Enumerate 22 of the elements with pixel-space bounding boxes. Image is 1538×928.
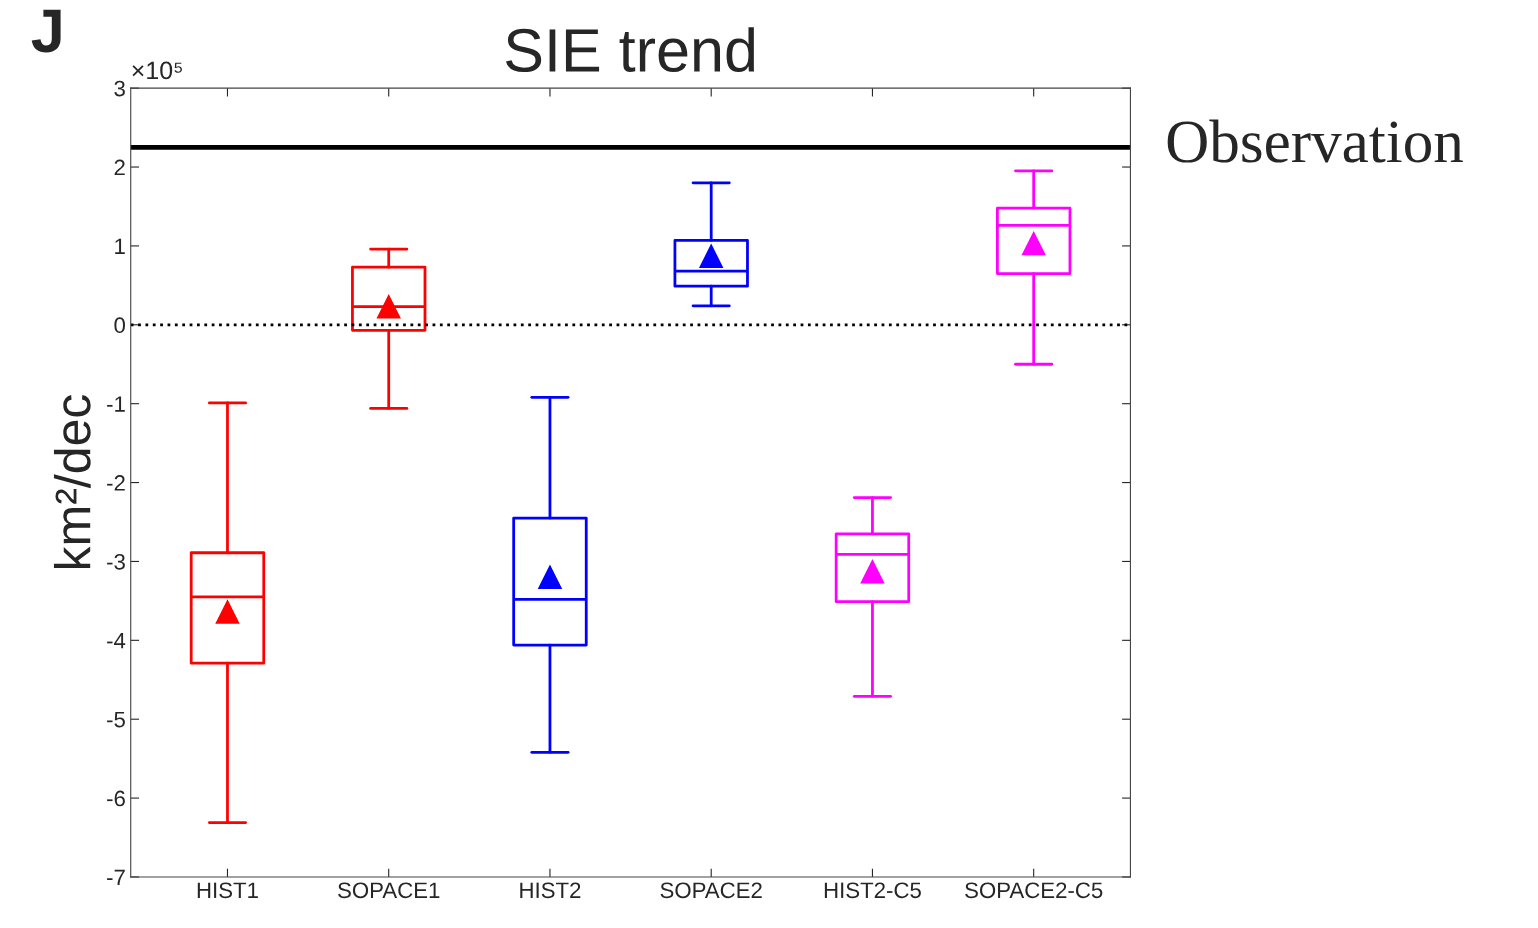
y-tick-label: -3	[107, 553, 125, 570]
y-axis-title: km²/dec	[53, 394, 91, 569]
y-tick-label: -6	[107, 790, 125, 807]
x-tick-label: SOPACE2-C5	[965, 882, 1103, 899]
ref-line-label: Observation	[1167, 119, 1463, 163]
y-tick-label: 2	[114, 159, 125, 176]
x-tick-label: SOPACE2	[660, 882, 762, 899]
y-tick-label: -5	[107, 711, 125, 728]
y-tick-label: 3	[114, 80, 125, 97]
text: ×10⁵	[132, 61, 182, 80]
x-tick-label: HIST2	[520, 882, 581, 899]
y-tick-label: 0	[114, 317, 125, 334]
y-tick-label: -1	[107, 396, 125, 412]
x-tick-label: HIST1	[197, 882, 258, 899]
y-tick-label: -7	[107, 869, 125, 886]
text: J	[31, 9, 61, 53]
y-tick-label: -4	[107, 633, 126, 649]
chart-title: SIE trend	[505, 27, 755, 73]
y-tick-label: -2	[107, 475, 125, 491]
x-tick-label: SOPACE1	[338, 882, 440, 899]
y-tick-label: 1	[115, 238, 125, 254]
x-tick-label: HIST2-C5	[824, 882, 921, 899]
